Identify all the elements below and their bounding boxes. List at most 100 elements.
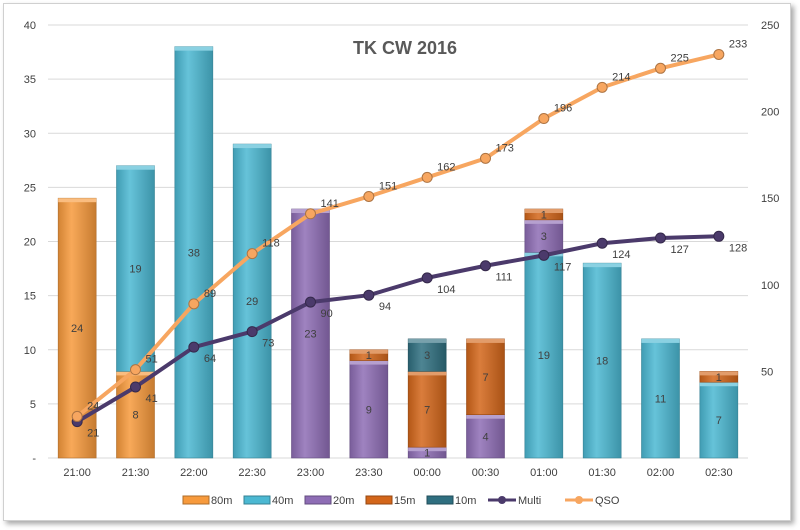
bar-40m — [641, 338, 680, 459]
point-QSO — [363, 190, 375, 202]
bar-top-80m — [58, 198, 97, 203]
point-QSO — [538, 113, 550, 125]
point-label-Multi: 41 — [146, 393, 158, 405]
bar-label: 7 — [424, 404, 430, 416]
y-tick-label: 15 — [24, 291, 36, 303]
y-tick-label: 20 — [24, 237, 36, 249]
bar-top-15m — [524, 209, 563, 214]
bar-label: 1 — [716, 372, 722, 384]
point-label-QSO: 173 — [496, 142, 514, 154]
bar-top-15m — [466, 338, 505, 343]
y-tick-label: 40 — [24, 20, 36, 32]
x-tick-label: 22:30 — [238, 467, 266, 479]
point-label-QSO: 24 — [87, 400, 99, 412]
point-label-Multi: 90 — [321, 308, 333, 320]
bar-label: 4 — [482, 431, 488, 443]
bar-label: 3 — [424, 350, 430, 362]
bar-top-20m — [466, 414, 505, 419]
bar-top-15m — [408, 371, 447, 376]
legend-label: 10m — [455, 495, 476, 507]
bar-top-20m — [408, 447, 447, 452]
bar-15m — [466, 338, 505, 415]
y2-tick-label: 250 — [761, 20, 779, 32]
chart-title: TK CW 2016 — [353, 38, 457, 58]
legend-swatch-15m — [365, 495, 393, 505]
x-tick-label: 21:30 — [122, 467, 150, 479]
bar-label: 19 — [538, 350, 550, 362]
bar-10m — [407, 338, 447, 372]
bar-40m — [232, 143, 272, 459]
point-label-Multi: 117 — [554, 261, 572, 273]
line-QSO — [75, 52, 720, 418]
legend-label: 15m — [394, 495, 415, 507]
bar-top-40m — [116, 165, 155, 170]
point-QSO — [71, 410, 83, 422]
y-tick-label: 25 — [24, 182, 36, 194]
legend-marker-QSO — [575, 496, 583, 504]
x-tick-label: 01:30 — [588, 467, 616, 479]
point-QSO — [480, 152, 491, 164]
legend-label: 40m — [272, 495, 293, 507]
x-tick-label: 02:00 — [647, 467, 675, 479]
bar-20m — [349, 360, 389, 459]
point-Multi — [421, 272, 433, 284]
point-Multi — [305, 296, 316, 308]
legend-label: Multi — [518, 495, 541, 507]
bar-20m — [291, 208, 330, 459]
y-tick-label: - — [32, 453, 36, 465]
bar-top-40m — [233, 144, 272, 149]
legend-swatch-40m — [243, 495, 271, 505]
bar-top-40m — [174, 46, 213, 51]
point-label-Multi: 73 — [262, 338, 274, 350]
bar-top-40m — [641, 338, 680, 343]
point-QSO — [305, 208, 316, 220]
legend-swatch-20m — [304, 495, 332, 505]
point-Multi — [246, 326, 258, 338]
y-tick-label: 10 — [24, 345, 36, 357]
bar-label: 1 — [541, 209, 547, 221]
bar-label: 38 — [188, 247, 200, 259]
point-label-Multi: 127 — [671, 244, 689, 256]
bar-20m — [466, 414, 505, 459]
point-label-Multi: 94 — [379, 301, 391, 313]
point-Multi — [188, 341, 200, 353]
point-label-QSO: 151 — [379, 180, 397, 192]
legend-label: QSO — [595, 495, 620, 507]
bar-top-40m — [583, 263, 622, 268]
bar-label: 29 — [246, 296, 258, 308]
bar-label: 7 — [716, 415, 722, 427]
point-label-QSO: 214 — [612, 71, 630, 83]
point-Multi — [538, 249, 550, 261]
bar-top-20m — [524, 219, 563, 224]
point-QSO — [596, 81, 608, 93]
point-label-QSO: 118 — [262, 238, 280, 250]
bar-top-40m — [699, 382, 738, 387]
point-Multi — [130, 381, 141, 393]
y-tick-label: 35 — [24, 74, 36, 86]
bar-top-15m — [349, 349, 388, 354]
bar-top-15m — [699, 371, 738, 376]
y-tick-label: 30 — [24, 128, 36, 140]
legend-marker-Multi — [498, 496, 506, 504]
x-tick-label: 21:00 — [63, 467, 91, 479]
point-label-Multi: 21 — [87, 428, 99, 440]
point-Multi — [655, 232, 666, 244]
bar-40m — [699, 381, 739, 459]
bar-15m — [407, 371, 447, 448]
bar-top-20m — [349, 360, 388, 365]
bar-top-10m — [408, 338, 447, 343]
bar-label: 7 — [482, 372, 488, 384]
point-QSO — [421, 171, 433, 183]
bar-label: 9 — [366, 404, 372, 416]
point-label-QSO: 196 — [554, 103, 572, 115]
point-QSO — [713, 48, 725, 60]
bar-label: 3 — [541, 231, 547, 243]
bar-label: 11 — [655, 393, 666, 405]
point-label-Multi: 128 — [729, 242, 747, 254]
point-Multi — [480, 260, 491, 272]
bar-40m — [524, 252, 564, 459]
y2-tick-label: 100 — [761, 280, 779, 292]
point-label-QSO: 141 — [321, 198, 339, 210]
